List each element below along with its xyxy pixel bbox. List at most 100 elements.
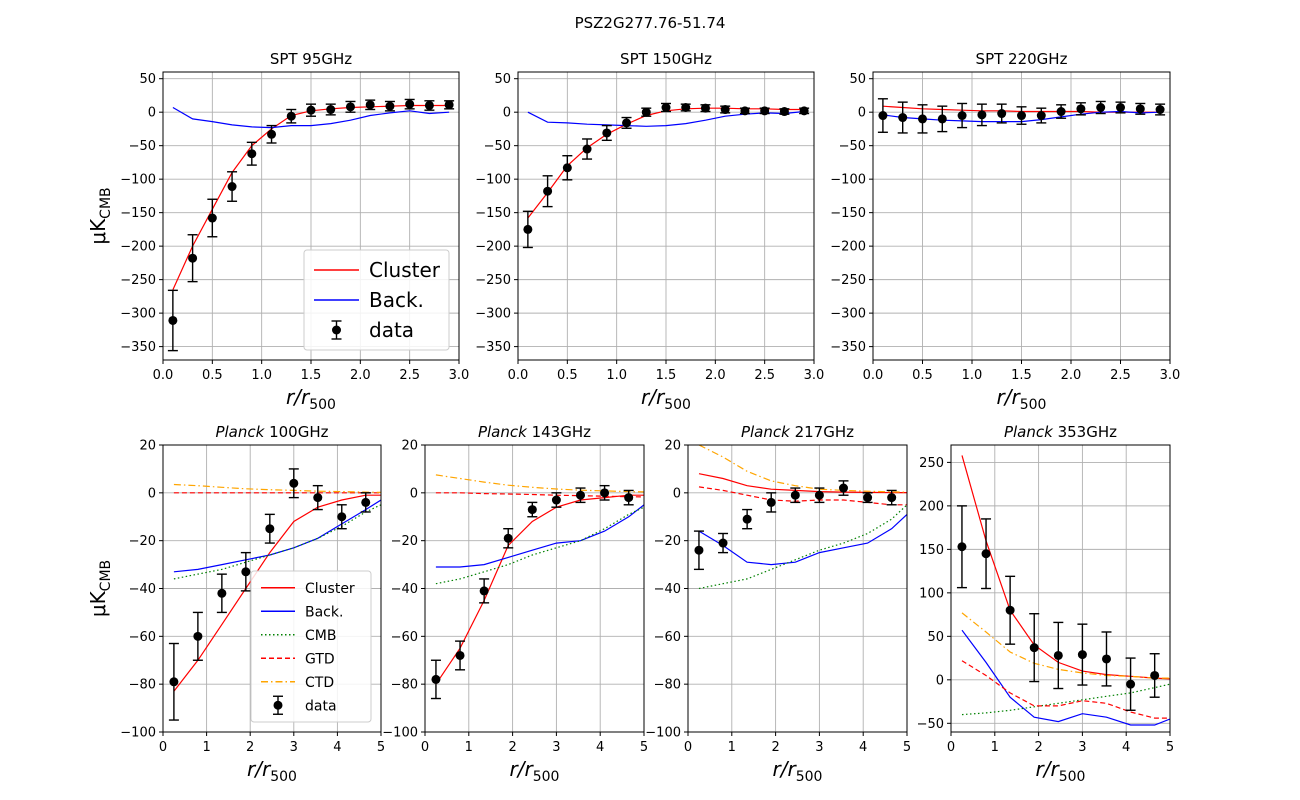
data-point [227,182,237,192]
x-tick-label: 2 [771,740,779,755]
x-tick-label: 2.0 [1061,368,1082,383]
x-tick-label: 4 [859,740,867,755]
panel-title: Planck 143GHz [478,423,591,441]
y-tick-label: 20 [664,439,681,454]
x-axis-label: r/r500 [510,757,560,785]
data-point [575,490,585,500]
x-tick-label: 3.0 [449,368,470,383]
series-line-cluster [961,455,1170,680]
data-point [188,253,198,263]
panel-title-text: SPT 220GHz [976,50,1068,68]
data-point [455,650,465,660]
data-point [981,549,991,559]
x-tick-label: 3 [1078,740,1086,755]
x-tick-label: 3.0 [804,368,825,383]
data-point [977,110,987,120]
panel-spt95: 0.0 0.5 1.0 1.5 2.0 2.5 3.0 −350 −300 −250 −200 −15… [86,50,469,413]
data-point [207,213,217,223]
x-tick-label: 0 [684,740,692,755]
y-tick-label: 0 [148,106,156,121]
legend-entry-back: Back. [261,604,343,620]
x-axis-label-main: r/r [773,757,798,781]
data-point [918,114,927,124]
axes-frame [162,71,460,361]
y-tick-label: −100 [382,726,418,741]
series-line-cluster [698,473,907,494]
y-tick-label: −150 [830,206,866,221]
x-tick-label: 0.5 [202,368,223,383]
y-tick-label: −20 [391,534,418,549]
ticks: 0 1 2 3 4 5 −100 −80 −60 −40 −20 0 20 [120,439,385,756]
y-tick-label: 100 [919,586,944,601]
data-point [169,677,179,687]
data-point [1017,111,1026,121]
panel-title-text: SPT 150GHz [620,50,712,68]
x-axis-label-sub: 500 [664,397,691,413]
y-tick-label: −300 [120,307,156,322]
panel-title-suffix: 353GHz [1053,423,1117,441]
x-tick-label: 1 [202,740,210,755]
y-tick-label: 0 [148,486,156,501]
legend: Cluster Back. data [303,249,450,351]
y-tick-label: −60 [391,630,418,645]
x-tick-label: 2 [246,740,254,755]
y-tick-label: −60 [654,630,681,645]
data-point [241,567,251,577]
x-tick-label: 0.5 [557,368,578,383]
data-points [167,98,455,352]
y-tick-label: −40 [391,582,418,597]
data-points [522,102,810,249]
x-tick-label: 2.5 [754,368,775,383]
y-tick-label: −40 [654,582,681,597]
y-tick-label: −20 [129,534,156,549]
legend-label: CTD [305,675,334,691]
x-tick-label: 0.0 [153,368,174,383]
y-tick-label: 0 [673,486,681,501]
series-lines [173,483,381,692]
data-point [1126,679,1136,689]
ticks: 0 1 2 3 4 5 −100 −80 −60 −40 −20 0 20 [645,439,911,756]
x-axis-label-sub: 500 [309,397,336,413]
data-points [956,505,1160,711]
x-tick-label: 3 [815,740,823,755]
y-tick-label: −20 [654,534,681,549]
y-tick-label: 250 [919,456,944,471]
series-line-gtd [435,492,644,498]
x-axis-label-sub: 500 [1020,397,1047,413]
x-tick-label: 3.0 [1160,368,1181,383]
x-tick-label: 3 [290,740,298,755]
series-line-gtd [698,486,907,506]
data-point [661,102,671,112]
data-point [624,493,634,503]
y-tick-label: −200 [475,240,511,255]
y-tick-label: −300 [475,307,511,322]
legend-label: data [305,698,337,714]
x-tick-label: 5 [1166,740,1174,755]
panel-title-suffix: 217GHz [790,423,854,441]
panel-title-text: SPT 95GHz [270,50,352,68]
data-point [740,106,750,116]
x-axis-label-sub: 500 [1059,769,1086,785]
legend-entry-data: data [273,695,337,715]
y-tick-label: 200 [919,499,944,514]
data-points [168,468,371,721]
data-point [431,674,441,684]
series-lines [698,445,907,590]
legend-box [303,249,450,351]
data-point [641,107,651,117]
panel-title: SPT 220GHz [976,50,1068,68]
data-point [193,631,203,641]
series-line-back [435,504,644,568]
panel-title-suffix: 143GHz [527,423,591,441]
y-tick-label: −350 [120,340,156,355]
panel-spt150: 0.0 0.5 1.0 1.5 2.0 2.5 3.0 −350 −300 −250 −200 −15… [475,50,824,413]
series-line-cluster [173,494,381,692]
legend-entry-gtd: GTD [261,651,335,667]
y-tick-label: 0 [858,106,866,121]
panel-title: SPT 150GHz [620,50,712,68]
data-point [217,588,227,598]
y-tick-label: −200 [830,240,866,255]
data-point [1101,654,1111,664]
